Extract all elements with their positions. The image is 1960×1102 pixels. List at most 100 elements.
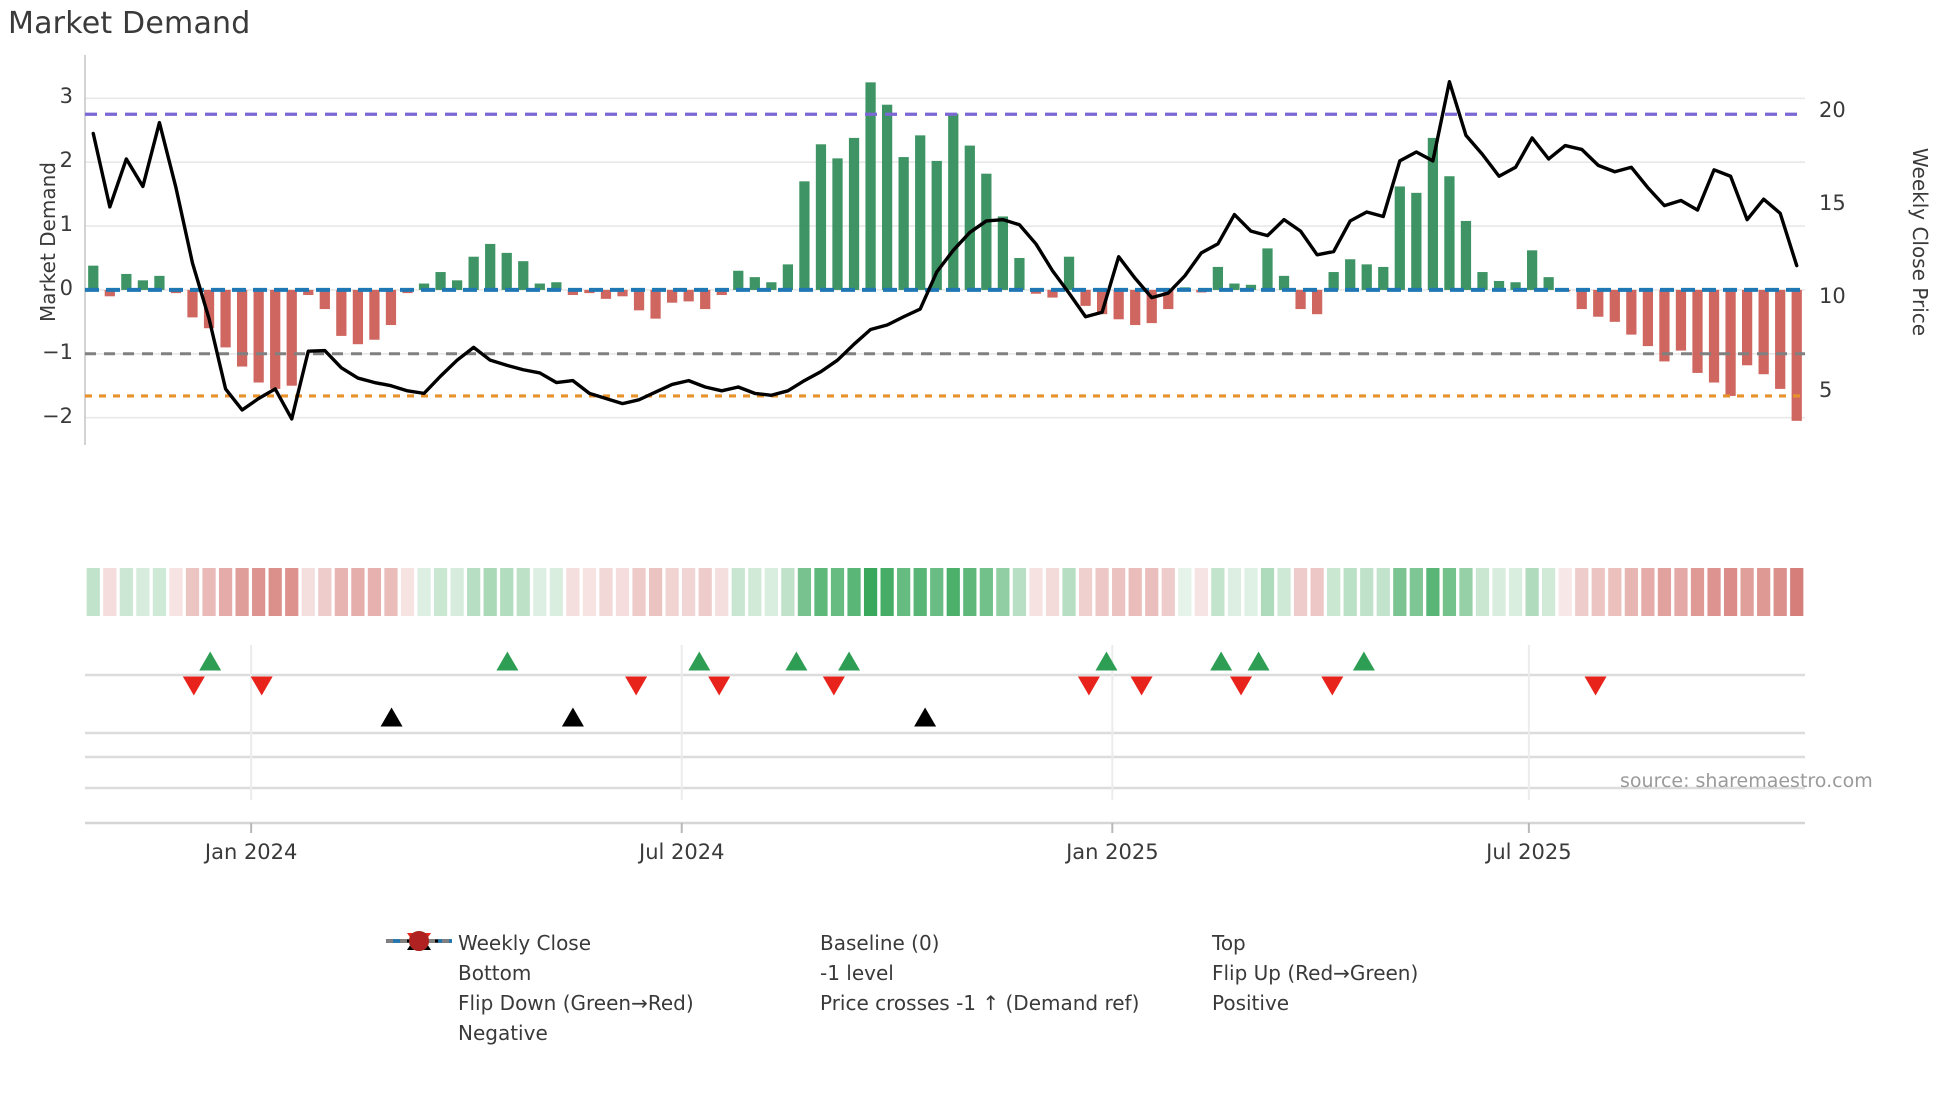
legend-entry[interactable]: Positive: [409, 931, 1464, 1018]
heatmap-cell: [367, 568, 382, 616]
heatmap-cell: [1409, 568, 1423, 616]
heatmap-cell: [549, 568, 563, 616]
demand-bar: [1477, 272, 1488, 290]
heatmap-cell: [1293, 568, 1308, 616]
heatmap-cell: [1095, 568, 1109, 616]
demand-bar: [121, 273, 132, 290]
demand-bar: [1130, 289, 1141, 326]
demand-bar: [683, 289, 694, 302]
heatmap-cell: [748, 568, 762, 616]
heatmap-cell: [1376, 568, 1390, 616]
demand-bar: [1460, 220, 1472, 290]
legend-label: Price crosses -1 ↑ (Demand ref): [820, 991, 1140, 1015]
heatmap-cell: [169, 568, 183, 616]
demand-bar: [1212, 266, 1224, 290]
legend-label: Weekly Close: [458, 931, 592, 955]
heatmap-cell: [1211, 568, 1225, 616]
y-axis-left-tick: 3: [59, 84, 73, 109]
heatmap-cell: [1161, 568, 1175, 616]
demand-bar: [1708, 289, 1720, 383]
legend-entry[interactable]: Price crosses -1 ↑ (Demand ref): [407, 932, 1139, 1018]
heatmap-cell: [665, 568, 679, 616]
demand-bar: [236, 289, 248, 367]
demand-bar: [1245, 284, 1257, 290]
heatmap-cell: [946, 568, 960, 616]
heatmap-cell: [1525, 568, 1539, 616]
heatmap-cell: [648, 568, 663, 616]
flip-up-marker: [1352, 651, 1375, 671]
demand-bar: [1378, 266, 1389, 290]
heatmap-cell: [351, 568, 365, 616]
legend-label: Positive: [1212, 991, 1290, 1015]
y-axis-right-tick: 20: [1819, 98, 1846, 123]
legend-entry[interactable]: Top: [386, 928, 1464, 958]
flip-up-marker: [785, 651, 808, 671]
demand-bar: [385, 289, 397, 326]
demand-bar: [782, 264, 794, 290]
demand-bar: [931, 160, 942, 290]
heatmap-cell: [1194, 568, 1208, 616]
demand-bar: [1593, 289, 1604, 317]
demand-bar: [286, 289, 297, 386]
demand-bar: [1642, 289, 1654, 347]
demand-bar: [435, 272, 446, 290]
legend-entry[interactable]: Flip Up (Red→Green): [407, 932, 1464, 988]
heatmap-cell: [1773, 568, 1787, 616]
heatmap-cell: [781, 568, 795, 616]
demand-bar: [1328, 272, 1339, 290]
flip-down-marker: [1077, 676, 1100, 696]
x-axis-tick-label: Jul 2024: [639, 840, 725, 864]
legend-label: Flip Down (Green→Red): [458, 991, 694, 1015]
heatmap-cell: [1310, 568, 1324, 616]
heatmap-cell: [1542, 568, 1556, 616]
heatmap-cell: [500, 568, 514, 616]
x-axis-tick-label: Jan 2024: [204, 840, 298, 864]
demand-bar: [1411, 192, 1422, 290]
flip-down-marker: [1321, 676, 1344, 696]
demand-bar: [1080, 289, 1091, 306]
legend-label: Baseline (0): [820, 931, 940, 955]
demand-bar: [1311, 289, 1323, 315]
demand-bar: [666, 289, 678, 303]
demand-bar: [1394, 186, 1405, 290]
chart-legend: Weekly Close Baseline (0) Top Bottom -1 leve…: [380, 928, 1620, 1048]
flip-down-marker: [182, 676, 205, 696]
demand-bar: [1047, 289, 1058, 298]
demand-bar: [1113, 289, 1124, 320]
legend-label: Bottom: [458, 961, 532, 985]
legend-entry[interactable]: Bottom: [380, 939, 730, 988]
heatmap-cell: [1459, 568, 1473, 616]
heatmap-cell: [384, 568, 398, 616]
demand-bar: [1345, 259, 1356, 290]
demand-bar: [799, 181, 810, 290]
legend-entry[interactable]: -1 level: [386, 939, 1122, 988]
heatmap-cell: [318, 568, 332, 616]
demand-bar: [600, 289, 612, 299]
demand-bar: [948, 113, 959, 290]
heatmap-cell: [1112, 568, 1126, 616]
demand-bar: [1493, 280, 1505, 290]
legend-entry[interactable]: Flip Down (Green→Red): [380, 933, 730, 1018]
heatmap-cell: [731, 568, 745, 616]
heatmap-cell: [1128, 568, 1142, 616]
legend-entry[interactable]: Negative: [380, 931, 730, 1048]
demand-bar: [1295, 289, 1306, 310]
heatmap-cell: [632, 568, 646, 616]
heatmap-cell: [1393, 568, 1407, 616]
demand-bar: [1725, 289, 1736, 396]
heatmap-cell: [863, 568, 878, 616]
demand-bar: [319, 289, 330, 310]
heatmap-cell: [235, 568, 249, 616]
demand-bar: [270, 289, 281, 389]
legend-entry[interactable]: Baseline (0): [386, 928, 1122, 958]
heatmap-cell: [1012, 568, 1027, 616]
heatmap-cell: [152, 568, 167, 616]
heatmap-cell: [1723, 568, 1738, 616]
heatmap-cell: [400, 568, 415, 616]
heatmap-cell: [1029, 568, 1043, 616]
heatmap-cell: [268, 568, 282, 616]
x-axis-tick-label: Jul 2025: [1486, 840, 1572, 864]
demand-bar: [1063, 256, 1075, 290]
demand-bar: [154, 275, 165, 290]
heatmap-cell: [764, 568, 778, 616]
